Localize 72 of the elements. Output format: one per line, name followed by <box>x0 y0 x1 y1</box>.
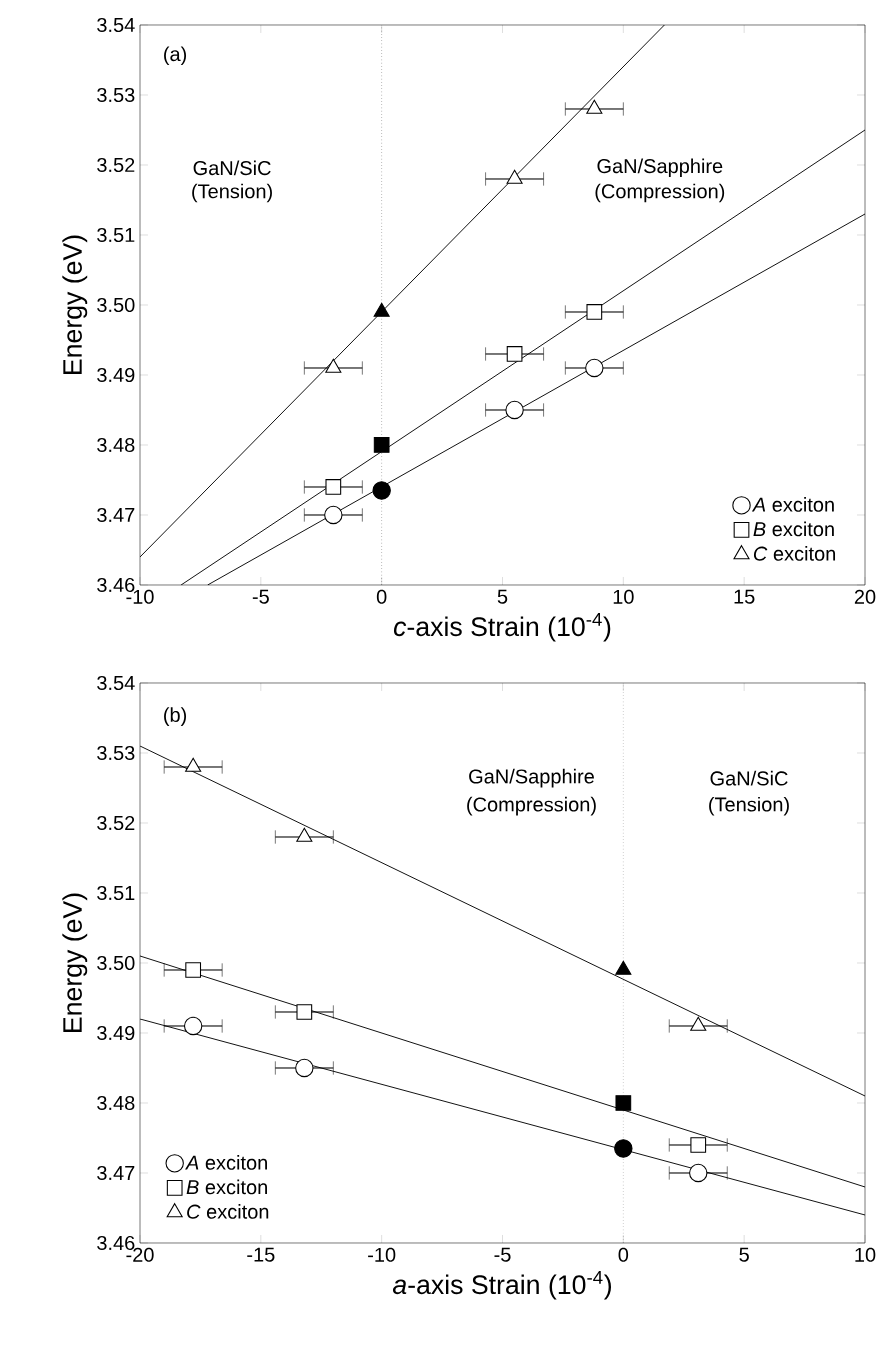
annotation: GaN/SiC <box>710 770 788 786</box>
point <box>690 1137 707 1153</box>
y-tick-label: 3.54 <box>97 675 135 691</box>
legend-label: C exciton <box>187 1204 269 1219</box>
annotation: (b) <box>164 707 187 726</box>
annotation: (Tension) <box>709 796 790 816</box>
y-tick-label: 3.51 <box>97 885 135 901</box>
annotation: GaN/Sapphire <box>597 158 723 178</box>
point <box>690 1016 707 1031</box>
y-tick-label: 3.47 <box>97 1165 135 1181</box>
x-tick-label: 5 <box>739 1247 750 1262</box>
legend-label: A exciton <box>752 497 835 512</box>
x-tick-label: 20 <box>855 589 876 604</box>
x-tick-label: 5 <box>497 589 508 604</box>
y-axis-title: Energy (eV) <box>62 893 88 1032</box>
x-tick-label: -15 <box>247 1247 275 1262</box>
y-tick-label: 3.50 <box>97 297 135 313</box>
annotation: (Compression) <box>595 183 725 203</box>
x-tick-label: 10 <box>613 589 634 604</box>
y-tick-label: 3.51 <box>97 227 135 243</box>
point <box>373 302 390 317</box>
y-tick-label: 3.48 <box>97 1095 135 1111</box>
annotation: (Compression) <box>467 796 597 816</box>
legend-label: A exciton <box>185 1155 268 1170</box>
x-tick-label: 0 <box>618 1247 629 1262</box>
legend-label: C exciton <box>754 546 836 561</box>
annotation: (Tension) <box>192 183 273 203</box>
y-tick-label: 3.52 <box>97 815 135 831</box>
point <box>505 400 525 420</box>
point <box>586 304 603 320</box>
point <box>586 99 603 114</box>
point <box>374 437 390 453</box>
y-tick-label: 3.49 <box>97 367 135 383</box>
y-tick-label: 3.52 <box>97 157 135 173</box>
point <box>185 962 202 978</box>
point <box>615 1095 632 1111</box>
point <box>184 1016 203 1036</box>
y-tick-label: 3.54 <box>97 17 135 33</box>
point <box>295 1058 314 1078</box>
y-tick-label: 3.47 <box>97 507 135 523</box>
y-tick-label: 3.50 <box>97 955 135 971</box>
point <box>585 358 604 378</box>
legend-label: B exciton <box>753 521 835 537</box>
y-tick-label: 3.48 <box>97 437 135 453</box>
point <box>372 481 392 500</box>
point <box>506 346 523 362</box>
point <box>185 757 202 772</box>
point <box>325 358 342 373</box>
y-tick-label: 3.53 <box>97 745 135 761</box>
point <box>296 827 313 842</box>
point <box>325 479 342 495</box>
point <box>296 1004 313 1020</box>
x-axis-title: c-axis Strain (10$^{-4}$) <box>394 613 611 642</box>
point <box>689 1163 708 1183</box>
annotation: GaN/SiC <box>193 160 271 176</box>
x-axis-title: a-axis Strain (10$^{-4}$) <box>393 1271 612 1300</box>
annotation: GaN/Sapphire <box>469 768 595 788</box>
point <box>324 505 343 525</box>
x-tick-label: 0 <box>377 589 387 604</box>
x-tick-label: 15 <box>734 589 755 604</box>
y-axis-title: Energy (eV) <box>62 235 88 374</box>
legend-label: B exciton <box>186 1179 268 1195</box>
point <box>614 1139 633 1158</box>
y-tick-label: 3.53 <box>97 87 135 103</box>
x-tick-label: -10 <box>368 1247 396 1262</box>
annotation: (a) <box>164 46 187 66</box>
x-tick-label: -5 <box>494 1247 511 1262</box>
x-tick-label: -5 <box>253 589 270 604</box>
point <box>615 960 632 975</box>
y-tick-label: 3.49 <box>97 1025 135 1041</box>
x-tick-label: 10 <box>855 1247 876 1262</box>
point <box>506 169 523 184</box>
